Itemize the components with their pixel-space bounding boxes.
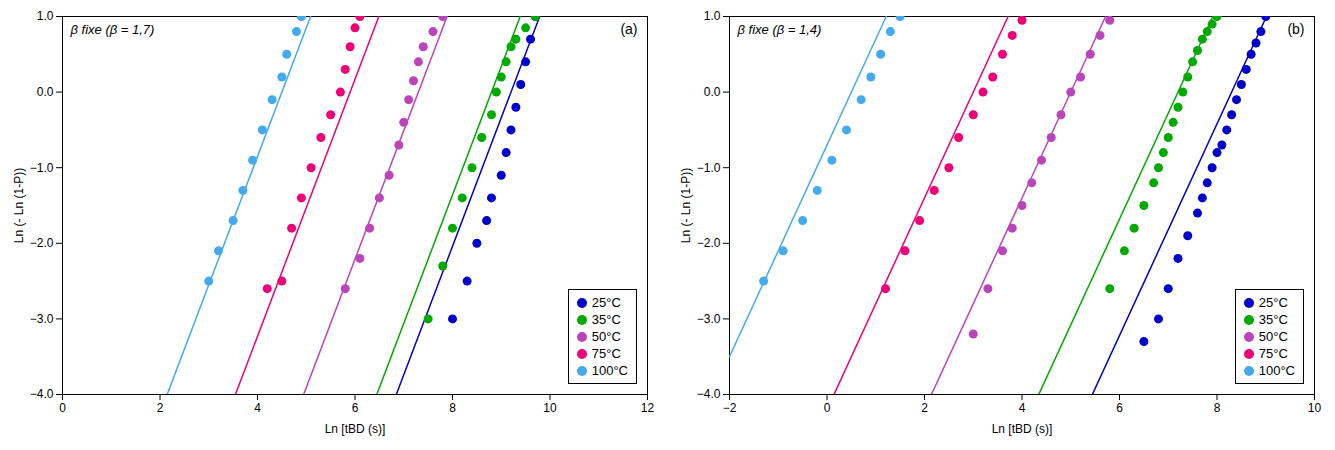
- svg-text:8: 8: [1214, 401, 1221, 415]
- html-text:35°C: 35°C: [591, 312, 621, 327]
- html-text:50°C: 50°C: [1258, 329, 1288, 344]
- svg-text:12: 12: [641, 401, 655, 415]
- svg-text:−3.0: −3.0: [697, 312, 721, 326]
- html-text:75°C: 75°C: [1258, 346, 1288, 361]
- svg-text:4: 4: [1019, 401, 1026, 415]
- svg-text:1.0: 1.0: [704, 9, 721, 23]
- html-text:75°C: 75°C: [591, 346, 621, 361]
- svg-text:0.0: 0.0: [37, 85, 54, 99]
- html-text:50°C: 50°C: [591, 329, 621, 344]
- html-text:100°C: 100°C: [591, 363, 628, 378]
- svg-text:−2.0: −2.0: [30, 236, 54, 250]
- svg-text:(b): (b): [1287, 21, 1304, 37]
- svg-text:6: 6: [352, 401, 359, 415]
- svg-text:β fixe (β = 1,7): β fixe (β = 1,7): [70, 22, 155, 37]
- svg-text:−4.0: −4.0: [697, 387, 721, 401]
- svg-text:4: 4: [254, 401, 261, 415]
- svg-text:10: 10: [543, 401, 557, 415]
- svg-text:(a): (a): [620, 21, 637, 37]
- svg-text:0.0: 0.0: [704, 85, 721, 99]
- svg-text:0: 0: [59, 401, 66, 415]
- svg-text:−1.0: −1.0: [30, 161, 54, 175]
- svg-text:2: 2: [157, 401, 164, 415]
- html-text:25°C: 25°C: [1258, 295, 1288, 310]
- svg-text:β fixe (β = 1,4): β fixe (β = 1,4): [737, 22, 822, 37]
- svg-text:0: 0: [824, 401, 831, 415]
- svg-text:−2.0: −2.0: [697, 236, 721, 250]
- svg-text:Ln (- Ln (1-P)): Ln (- Ln (1-P)): [679, 168, 693, 243]
- svg-text:−1.0: −1.0: [697, 161, 721, 175]
- svg-text:Ln [tBD (s)]: Ln [tBD (s)]: [325, 422, 386, 436]
- svg-text:−3.0: −3.0: [30, 312, 54, 326]
- svg-text:−2: −2: [723, 401, 737, 415]
- html-text:35°C: 35°C: [1258, 312, 1288, 327]
- svg-text:8: 8: [449, 401, 456, 415]
- html-text:25°C: 25°C: [591, 295, 621, 310]
- svg-text:2: 2: [921, 401, 928, 415]
- svg-text:Ln [tBD (s)]: Ln [tBD (s)]: [992, 422, 1053, 436]
- svg-text:1.0: 1.0: [37, 9, 54, 23]
- svg-text:−4.0: −4.0: [30, 387, 54, 401]
- svg-text:6: 6: [1116, 401, 1123, 415]
- html-text:100°C: 100°C: [1258, 363, 1295, 378]
- svg-text:Ln (- Ln (1-P)): Ln (- Ln (1-P)): [12, 168, 26, 243]
- svg-text:10: 10: [1308, 401, 1322, 415]
